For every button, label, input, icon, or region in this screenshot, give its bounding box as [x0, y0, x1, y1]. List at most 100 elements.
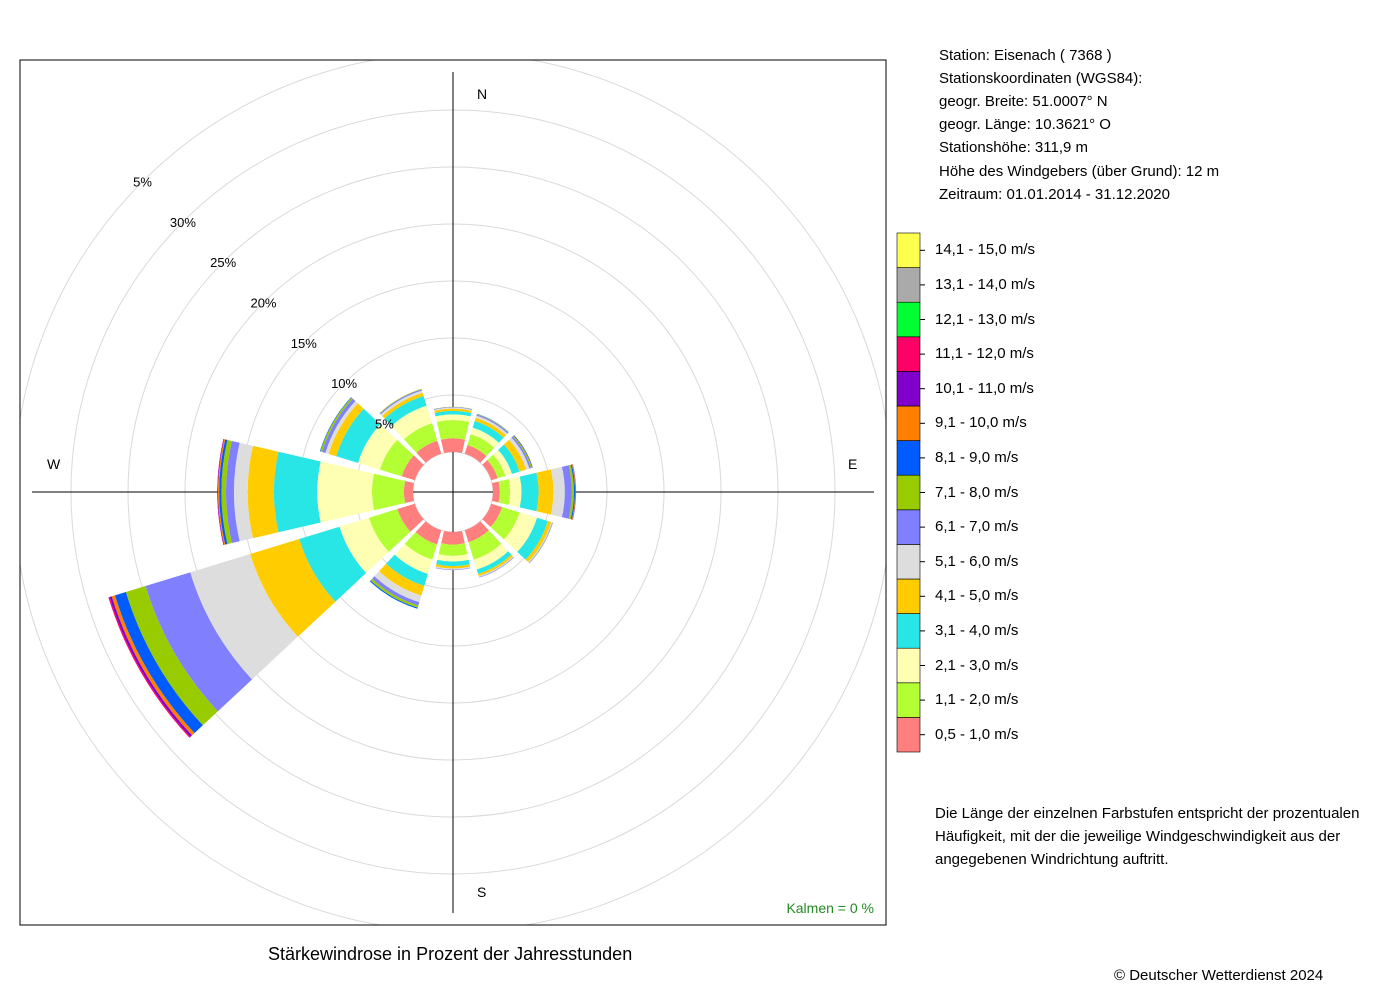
sector-180-band-6	[435, 567, 471, 571]
sector-240-band-0	[397, 503, 424, 532]
sector-60-band-0	[482, 460, 498, 481]
sector-270-band-1	[371, 473, 406, 511]
sector-150	[464, 521, 515, 578]
legend-note-line-2: angegebenen Windrichtung auftritt.	[935, 851, 1169, 868]
sector-0-band-6	[433, 406, 473, 410]
legend	[896, 232, 925, 753]
sector-210-band-2	[394, 543, 433, 574]
sector-240-band-8	[114, 592, 203, 734]
sector-90	[491, 464, 576, 520]
sector-150-band-2	[473, 543, 509, 570]
legend-swatch-4	[896, 578, 921, 614]
sector-270-band-5	[234, 442, 253, 542]
sector-180-band-3	[436, 559, 470, 567]
radial-tick-label-0: 5%	[375, 416, 394, 431]
direction-label-e: E	[848, 456, 857, 472]
sector-90-band-9	[571, 464, 576, 520]
sector-270-band-8	[219, 439, 228, 545]
sector-180-band-4	[435, 564, 471, 569]
sector-120-band-4	[525, 521, 552, 563]
sector-30-band-1	[467, 434, 495, 457]
legend-label-9: 9,1 - 10,0 m/s	[935, 414, 1027, 432]
radial-tick-label-1: 10%	[331, 376, 357, 391]
sector-240	[108, 503, 424, 738]
station-info-line-6: Zeitraum: 01.01.2014 - 31.12.2020	[939, 185, 1170, 203]
sector-60-band-1	[487, 454, 506, 479]
sector-300-band-5	[325, 400, 358, 454]
sector-90-band-6	[561, 465, 572, 519]
sector-300	[319, 397, 424, 481]
sector-60-band-2	[493, 449, 512, 476]
legend-note-line-1: Häufigkeit, mit der die jeweilige Windge…	[935, 828, 1341, 845]
sector-210-band-1	[404, 532, 437, 560]
legend-swatch-14	[896, 232, 921, 268]
sector-90-band-0	[491, 481, 500, 503]
legend-swatch-11	[896, 336, 921, 372]
copyright: © Deutscher Wetterdienst 2024	[1114, 967, 1324, 984]
sector-90-band-7	[568, 464, 574, 520]
sector-240-band-7	[125, 586, 218, 726]
sector-270-band-11	[217, 438, 224, 546]
legend-swatch-10	[896, 371, 921, 407]
sector-90-band-5	[550, 466, 565, 518]
legend-label-3: 3,1 - 4,0 m/s	[935, 621, 1019, 639]
sector-300-band-7	[320, 397, 353, 452]
sector-210-band-3	[386, 554, 428, 586]
sector-150-band-3	[476, 551, 512, 574]
sector-210-band-7	[370, 578, 419, 608]
sector-180	[435, 530, 471, 571]
sector-30-band-4	[474, 417, 506, 438]
sector-270-band-2	[317, 461, 375, 523]
sector-270-band-6	[226, 440, 240, 544]
legend-label-8: 8,1 - 9,0 m/s	[935, 448, 1019, 466]
sector-30-band-0	[464, 445, 487, 463]
legend-label-1: 1,1 - 2,0 m/s	[935, 691, 1019, 709]
legend-swatch-12	[896, 301, 921, 338]
station-info-line-2: geogr. Breite: 51.0007° N	[939, 93, 1108, 111]
legend-label-4: 4,1 - 5,0 m/s	[935, 587, 1019, 605]
radial-tick-label-3: 20%	[250, 295, 276, 310]
sector-0-band-4	[434, 408, 472, 414]
sector-120-band-5	[528, 522, 553, 563]
legend-swatch-1	[896, 682, 921, 718]
sector-300-band-3	[336, 408, 381, 463]
legend-swatch-3	[896, 613, 921, 649]
legend-swatch-13	[896, 267, 921, 303]
sector-60-band-4	[503, 439, 527, 472]
sector-240-band-6	[145, 572, 252, 712]
sector-240-band-5	[190, 554, 298, 680]
sector-240-band-2	[339, 517, 389, 573]
sector-270-band-4	[247, 445, 279, 539]
wind-sectors	[108, 388, 576, 738]
sector-0-band-0	[440, 438, 466, 454]
sector-210-band-6	[372, 576, 420, 606]
sector-0-band-1	[436, 420, 470, 440]
sector-60-band-6	[511, 436, 532, 469]
legend-swatch-6	[896, 509, 921, 545]
sector-150-band-4	[478, 554, 513, 577]
legend-label-7: 7,1 - 8,0 m/s	[935, 483, 1019, 501]
sector-330-band-1	[403, 423, 438, 453]
sector-90-band-4	[536, 469, 554, 515]
sector-210-band-0	[415, 521, 442, 545]
sector-0-band-7	[433, 406, 473, 410]
sector-270-band-10	[217, 439, 225, 545]
sector-330-band-3	[384, 395, 427, 427]
sector-330-band-0	[416, 440, 442, 463]
legend-swatch-8	[896, 440, 921, 476]
sector-330-band-4	[382, 392, 424, 419]
sector-180-band-0	[441, 530, 465, 545]
legend-note-line-0: Die Länge der einzelnen Farbstufen entsp…	[935, 805, 1360, 822]
sector-240-band-4	[250, 539, 336, 637]
legend-label-14: 14,1 - 15,0 m/s	[935, 241, 1036, 259]
sector-0-band-2	[435, 414, 471, 422]
sector-150-band-0	[464, 521, 489, 543]
sector-240-band-3	[299, 526, 367, 602]
sector-30	[464, 413, 509, 463]
legend-label-12: 12,1 - 13,0 m/s	[935, 310, 1036, 328]
sector-300-band-1	[379, 439, 414, 477]
sector-270-band-9	[218, 439, 226, 545]
direction-label-n: N	[477, 86, 487, 102]
sector-120-band-3	[517, 517, 548, 560]
